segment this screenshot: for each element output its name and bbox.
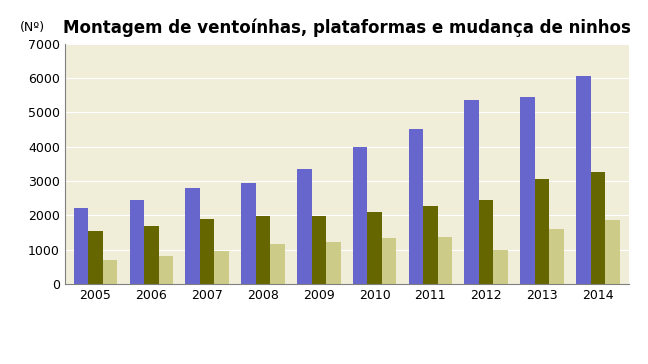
Bar bbox=[535, 179, 550, 284]
Bar bbox=[550, 229, 564, 284]
Bar bbox=[409, 130, 423, 284]
Bar bbox=[88, 231, 103, 284]
Bar bbox=[423, 206, 437, 284]
Bar bbox=[605, 221, 619, 284]
Bar bbox=[256, 216, 270, 284]
Bar bbox=[576, 76, 590, 284]
Bar bbox=[103, 260, 117, 284]
Bar bbox=[520, 97, 535, 284]
Bar bbox=[437, 237, 452, 284]
Bar bbox=[144, 226, 159, 284]
Bar bbox=[297, 169, 312, 284]
Bar bbox=[270, 245, 284, 284]
Bar bbox=[159, 256, 173, 284]
Bar bbox=[326, 242, 341, 284]
Bar bbox=[382, 238, 397, 284]
Bar bbox=[479, 200, 494, 284]
Bar bbox=[590, 173, 605, 284]
Text: (Nº): (Nº) bbox=[19, 21, 45, 34]
Bar bbox=[241, 183, 256, 284]
Bar bbox=[185, 188, 200, 284]
Title: Montagem de ventoínhas, plataformas e mudança de ninhos: Montagem de ventoínhas, plataformas e mu… bbox=[63, 18, 631, 36]
Bar bbox=[214, 251, 229, 284]
Bar bbox=[200, 219, 214, 284]
Bar bbox=[353, 147, 367, 284]
Bar bbox=[130, 200, 144, 284]
Bar bbox=[312, 216, 326, 284]
Bar bbox=[465, 100, 479, 284]
Bar bbox=[74, 209, 88, 284]
Bar bbox=[367, 212, 382, 284]
Bar bbox=[494, 250, 508, 284]
